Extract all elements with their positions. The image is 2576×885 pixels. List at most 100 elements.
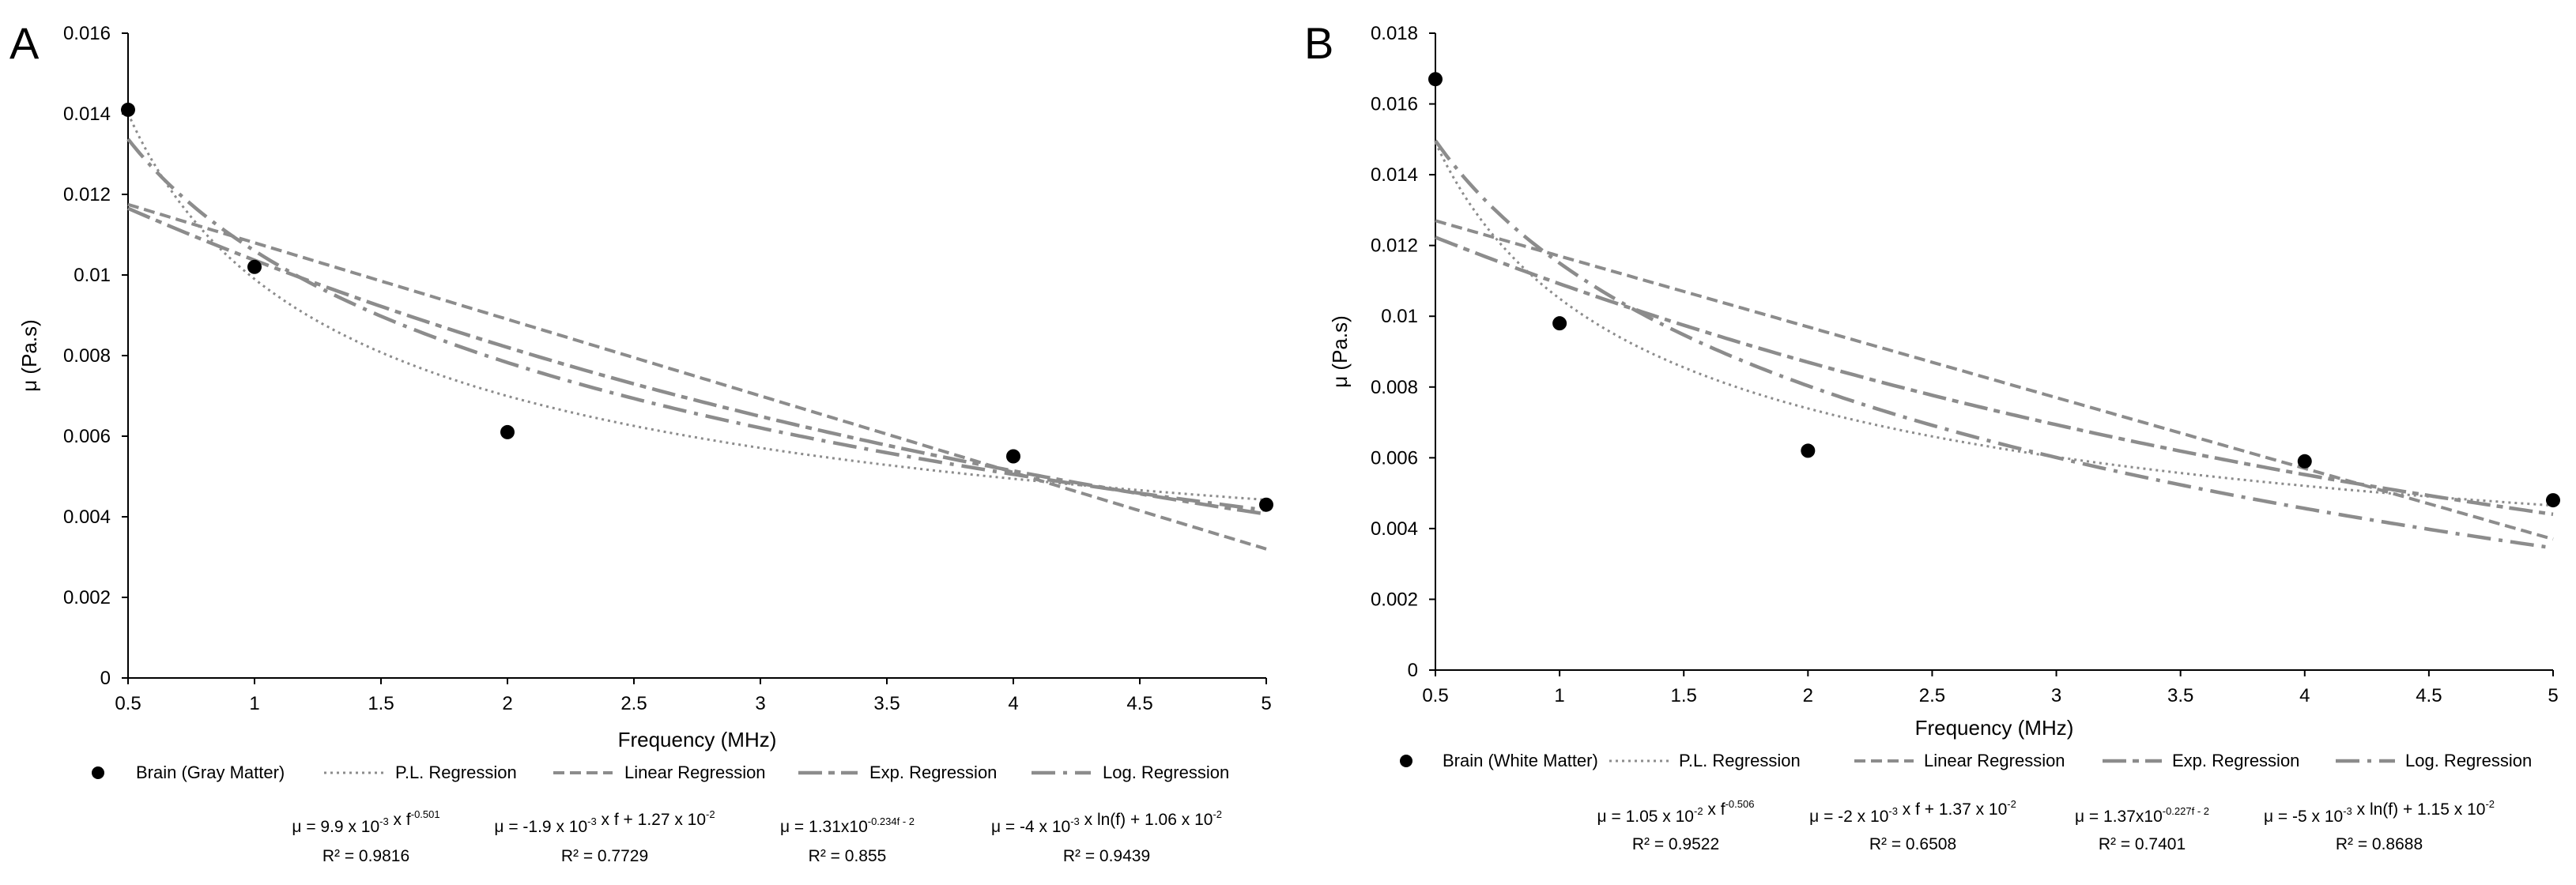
- legend-marker-point: [92, 766, 104, 779]
- data-point: [1006, 449, 1020, 464]
- y-tick-label: 0: [100, 668, 111, 689]
- x-tick-label: 3: [755, 693, 765, 714]
- legend-label: Linear Regression: [1924, 751, 2065, 770]
- equation-segment: μ = 9.9 x 10: [292, 818, 379, 836]
- x-tick-label: 2: [1803, 685, 1813, 706]
- y-tick-label: 0.01: [74, 265, 111, 286]
- equation-superscript: -3: [2343, 805, 2352, 817]
- legend-label: Log. Regression: [2405, 751, 2532, 770]
- equation-text: μ = 1.31x10-0.234f - 2: [780, 815, 915, 836]
- equation-superscript: -2: [2007, 798, 2016, 810]
- data-point: [1801, 443, 1816, 458]
- exp-regression-line: [127, 206, 1267, 516]
- equation-superscript: -0.506: [1726, 798, 1755, 810]
- equation-superscript: -3: [1888, 805, 1898, 817]
- equation-segment: μ = 1.05 x 10: [1597, 808, 1694, 826]
- data-point: [500, 424, 515, 439]
- y-tick-label: 0.01: [1381, 306, 1418, 327]
- legend-label: P.L. Regression: [395, 763, 517, 782]
- x-tick-label: 1: [1554, 685, 1564, 706]
- y-tick-label: 0.008: [1371, 377, 1418, 398]
- equation-text: μ = 1.05 x 10-2 x f-0.506: [1597, 798, 1755, 826]
- equation-superscript: -3: [1070, 815, 1080, 827]
- equation-segment: x ln(f) + 1.06 x 10: [1080, 811, 1213, 829]
- x-tick-label: 3.5: [873, 693, 900, 714]
- equation-segment: x f: [1703, 800, 1726, 819]
- equation-text: μ = -2 x 10-3 x f + 1.37 x 10-2: [1809, 798, 2016, 826]
- legend-marker-point: [1400, 755, 1412, 767]
- panel-label: B: [1304, 18, 1333, 68]
- x-tick-label: 1.5: [368, 693, 394, 714]
- y-tick-label: 0.004: [1371, 518, 1418, 540]
- r-squared-text: R² = 0.9522: [1632, 835, 1719, 853]
- x-tick-label: 1.5: [1671, 685, 1697, 706]
- equation-segment: x f: [389, 811, 411, 829]
- legend-label: Exp. Regression: [2172, 751, 2299, 770]
- x-tick-label: 2.5: [620, 693, 647, 714]
- y-axis-title: μ (Pa.s): [17, 319, 41, 392]
- r-squared-text: R² = 0.6508: [1869, 835, 1956, 853]
- data-point: [1259, 497, 1273, 512]
- x-tick-label: 5: [1261, 693, 1271, 714]
- equation-superscript: -2: [2485, 798, 2495, 810]
- equation-segment: x f + 1.37 x 10: [1898, 800, 2007, 819]
- equation-superscript: -2: [706, 808, 715, 820]
- y-tick-label: 0.006: [1371, 447, 1418, 469]
- panel-label: A: [9, 18, 40, 68]
- x-tick-label: 4: [1008, 693, 1018, 714]
- equation-segment: x f + 1.27 x 10: [597, 811, 706, 829]
- x-tick-label: 0.5: [1422, 685, 1448, 706]
- exp-regression-line: [1435, 235, 2554, 517]
- equation-superscript: -3: [587, 815, 597, 827]
- x-axis-title: Frequency (MHz): [618, 728, 777, 751]
- x-tick-label: 3.5: [2167, 685, 2193, 706]
- y-tick-label: 0.006: [63, 426, 111, 447]
- equation-text: μ = -1.9 x 10-3 x f + 1.27 x 10-2: [494, 808, 715, 836]
- equation-text: μ = 9.9 x 10-3 x f-0.501: [292, 808, 439, 836]
- equation-segment: μ = -5 x 10: [2264, 808, 2343, 826]
- r-squared-text: R² = 0.8688: [2336, 835, 2423, 853]
- x-tick-label: 4.5: [1126, 693, 1152, 714]
- y-tick-label: 0: [1408, 660, 1418, 681]
- y-tick-label: 0.016: [63, 23, 111, 44]
- equation-segment: μ = 1.31x10: [780, 818, 868, 836]
- x-tick-label: 1: [249, 693, 259, 714]
- r-squared-text: R² = 0.9816: [322, 847, 409, 865]
- r-squared-text: R² = 0.7729: [561, 847, 648, 865]
- equation-segment: μ = -1.9 x 10: [494, 818, 587, 836]
- log-regression-line: [126, 137, 1267, 512]
- x-tick-label: 3: [2051, 685, 2061, 706]
- legend-label: Exp. Regression: [869, 763, 997, 782]
- y-tick-label: 0.012: [63, 184, 111, 205]
- y-tick-label: 0.002: [63, 587, 111, 608]
- chart-panel-b: B 0 0.002 0.004 0.006 0.008 0.01 0.012 0.014 0.01…: [1304, 18, 2560, 853]
- equation-segment: x ln(f) + 1.15 x 10: [2352, 800, 2486, 819]
- legend-label: Brain (Gray Matter): [136, 763, 285, 782]
- equation-superscript: -3: [379, 815, 389, 827]
- y-tick-label: 0.004: [63, 507, 111, 528]
- equation-segment: μ = -4 x 10: [991, 818, 1070, 836]
- r-squared-text: R² = 0.7401: [2099, 835, 2186, 853]
- data-point: [247, 259, 262, 274]
- equation-segment: μ = -2 x 10: [1809, 808, 1888, 826]
- equation-superscript: -0.501: [411, 808, 440, 820]
- equation-text: μ = 1.37x10-0.227f - 2: [2075, 805, 2209, 826]
- equation-superscript: -0.227f - 2: [2163, 805, 2209, 817]
- x-tick-label: 4.5: [2416, 685, 2442, 706]
- y-tick-label: 0.016: [1371, 94, 1418, 115]
- equation-segment: μ = 1.37x10: [2075, 808, 2163, 826]
- r-squared-text: R² = 0.9439: [1063, 847, 1150, 865]
- data-point: [2546, 493, 2560, 508]
- x-tick-label: 5: [2548, 685, 2558, 706]
- data-point: [2297, 454, 2312, 469]
- x-axis-title: Frequency (MHz): [1915, 716, 2074, 740]
- pl-regression-line: [126, 112, 1267, 502]
- equation-superscript: -2: [1694, 805, 1703, 817]
- equation-superscript: -0.234f - 2: [868, 815, 915, 827]
- y-tick-label: 0.014: [63, 104, 111, 125]
- data-point: [1552, 316, 1567, 331]
- r-squared-text: R² = 0.855: [809, 847, 887, 865]
- y-tick-label: 0.002: [1371, 589, 1418, 610]
- y-tick-label: 0.008: [63, 345, 111, 367]
